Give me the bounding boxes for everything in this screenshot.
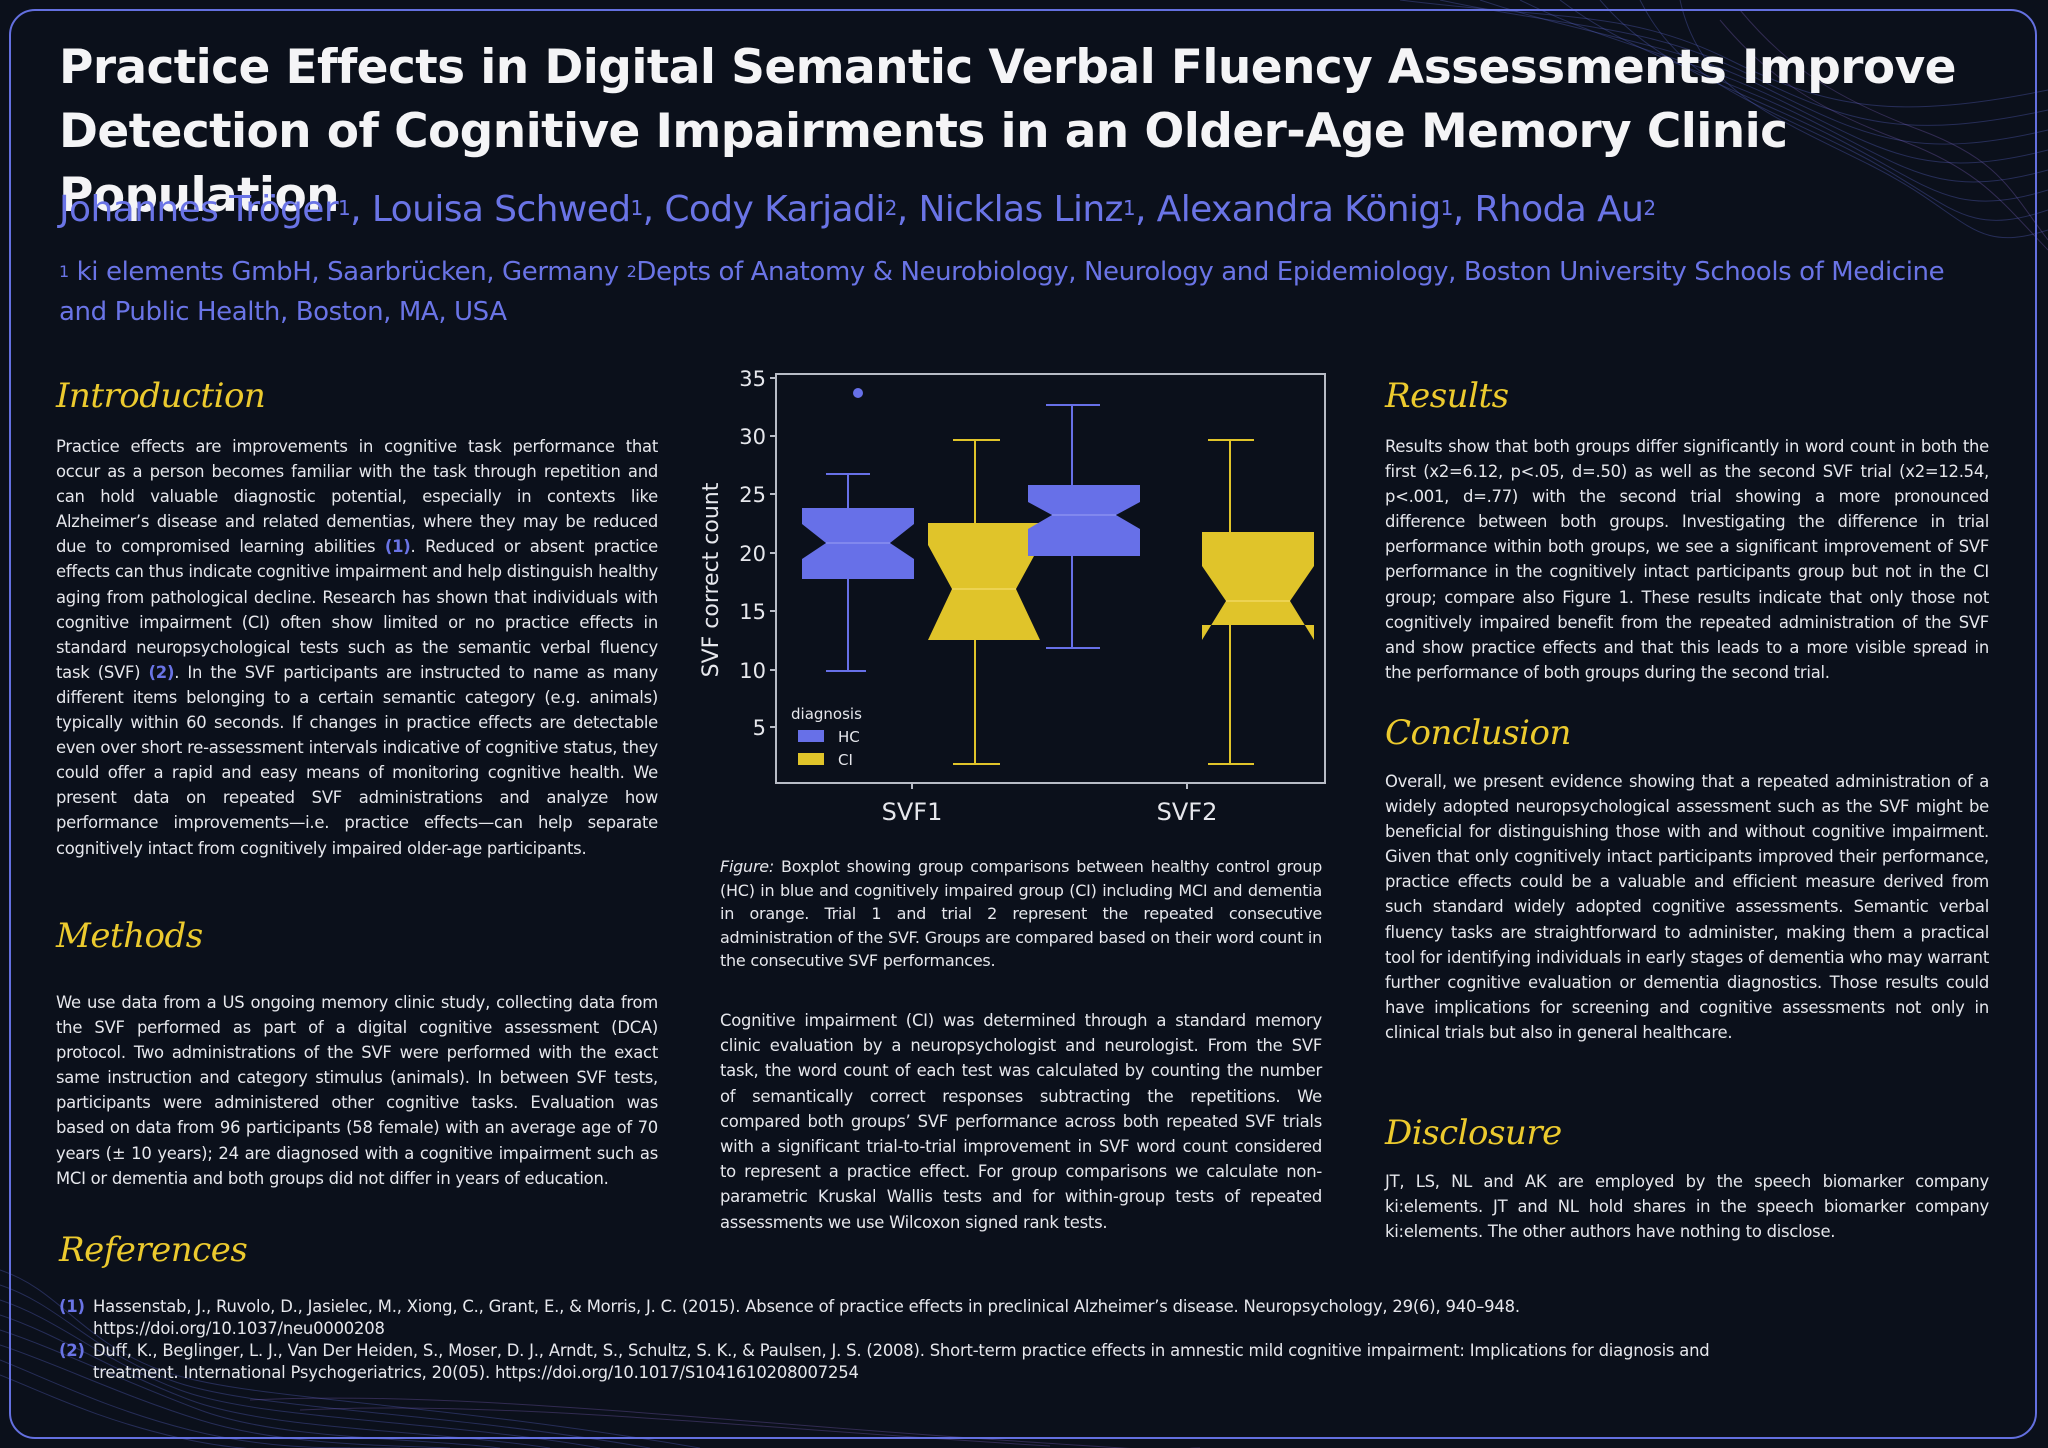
- methods-heading: Methods: [56, 916, 203, 956]
- author: Cody Karjadi2: [664, 189, 897, 230]
- reference-item: (1) Hassenstab, J., Ruvolo, D., Jasielec…: [59, 1296, 1959, 1340]
- results-heading: Results: [1385, 376, 1509, 416]
- introduction-body: Practice effects are improvements in cog…: [56, 437, 659, 858]
- methods-body-2: Cognitive impairment (CI) was determined…: [720, 1011, 1322, 1232]
- reference-text: Duff, K., Beglinger, L. J., Van Der Heid…: [93, 1341, 1710, 1382]
- plot-area: [775, 373, 1326, 784]
- svg-text:15: 15: [739, 600, 766, 624]
- svg-text:30: 30: [739, 425, 766, 449]
- reference-text: Hassenstab, J., Ruvolo, D., Jasielec, M.…: [93, 1297, 1520, 1338]
- svg-text:5: 5: [753, 716, 766, 740]
- citation-link-1[interactable]: (1): [384, 537, 411, 557]
- introduction-heading: Introduction: [56, 376, 266, 416]
- box-svf2-hc: [1028, 404, 1140, 649]
- outlier-point: [853, 388, 863, 398]
- methods-continued: Cognitive impairment (CI) was determined…: [720, 1008, 1322, 1235]
- affiliations: 1 ki elements GmbH, Saarbrücken, Germany…: [59, 257, 1945, 327]
- methods-section: Methods We use data from a US ongoing me…: [56, 916, 658, 1191]
- reference-list: (1) Hassenstab, J., Ruvolo, D., Jasielec…: [59, 1296, 1959, 1384]
- figure-label: Figure:: [720, 857, 775, 876]
- reference-item: (2) Duff, K., Beglinger, L. J., Van Der …: [59, 1340, 1959, 1384]
- disclosure-heading: Disclosure: [1385, 1113, 1562, 1153]
- conclusion-heading: Conclusion: [1385, 713, 1571, 753]
- author-list: Johannes Tröger1, Louisa Schwed1, Cody K…: [59, 189, 1656, 230]
- author: Alexandra König1: [1156, 189, 1454, 230]
- introduction-section: Introduction Practice effects are improv…: [56, 376, 658, 861]
- legend-swatch-ci: [798, 753, 824, 765]
- disclosure-body: JT, LS, NL and AK are employed by the sp…: [1385, 1172, 1989, 1242]
- chart-legend: diagnosis HC CI: [791, 705, 862, 769]
- references-heading: References: [59, 1230, 248, 1270]
- y-tick-labels: 35 30 25 20 15 10 5: [739, 367, 766, 740]
- x-tick-svf2: SVF2: [1157, 798, 1218, 826]
- author: Johannes Tröger1: [59, 189, 351, 230]
- svg-text:25: 25: [739, 483, 766, 507]
- box-svf1-ci: [928, 439, 1040, 765]
- poster-frame: [9, 9, 2037, 1439]
- citation-link-2[interactable]: (2): [148, 662, 175, 682]
- poster-title: Practice Effects in Digital Semantic Ver…: [59, 40, 1956, 223]
- svg-text:35: 35: [739, 367, 766, 391]
- figure-caption: Figure: Boxplot showing group comparison…: [720, 857, 1322, 970]
- svg-text:diagnosis: diagnosis: [791, 705, 862, 723]
- svg-text:CI: CI: [838, 751, 853, 769]
- author: Louisa Schwed1: [371, 189, 643, 230]
- svg-text:10: 10: [739, 659, 766, 683]
- author: Nicklas Linz1: [918, 189, 1135, 230]
- boxplot-chart: 35 30 25 20 15 10 5 SVF correct count SV…: [699, 367, 1326, 826]
- disclosure-section: Disclosure JT, LS, NL and AK are employe…: [1385, 1113, 1989, 1244]
- x-tick-svf1: SVF1: [882, 798, 943, 826]
- methods-body: We use data from a US ongoing memory cli…: [56, 993, 658, 1188]
- svg-text:HC: HC: [838, 728, 860, 746]
- legend-swatch-hc: [798, 730, 824, 742]
- conclusion-section: Conclusion Overall, we present evidence …: [1385, 713, 1989, 1045]
- results-section: Results Results show that both groups di…: [1385, 376, 1989, 685]
- author: Rhoda Au2: [1474, 189, 1656, 230]
- reference-number: (1): [59, 1297, 85, 1316]
- conclusion-body: Overall, we present evidence showing tha…: [1385, 772, 1989, 1042]
- references-section: References (1) Hassenstab, J., Ruvolo, D…: [59, 1230, 1959, 1384]
- reference-number: (2): [59, 1341, 85, 1360]
- box-svf2-ci: [1202, 439, 1314, 765]
- box-svf1-hc: [802, 388, 914, 672]
- y-axis-label: SVF correct count: [699, 482, 724, 677]
- results-body: Results show that both groups differ sig…: [1385, 437, 1989, 682]
- svg-text:20: 20: [739, 542, 766, 566]
